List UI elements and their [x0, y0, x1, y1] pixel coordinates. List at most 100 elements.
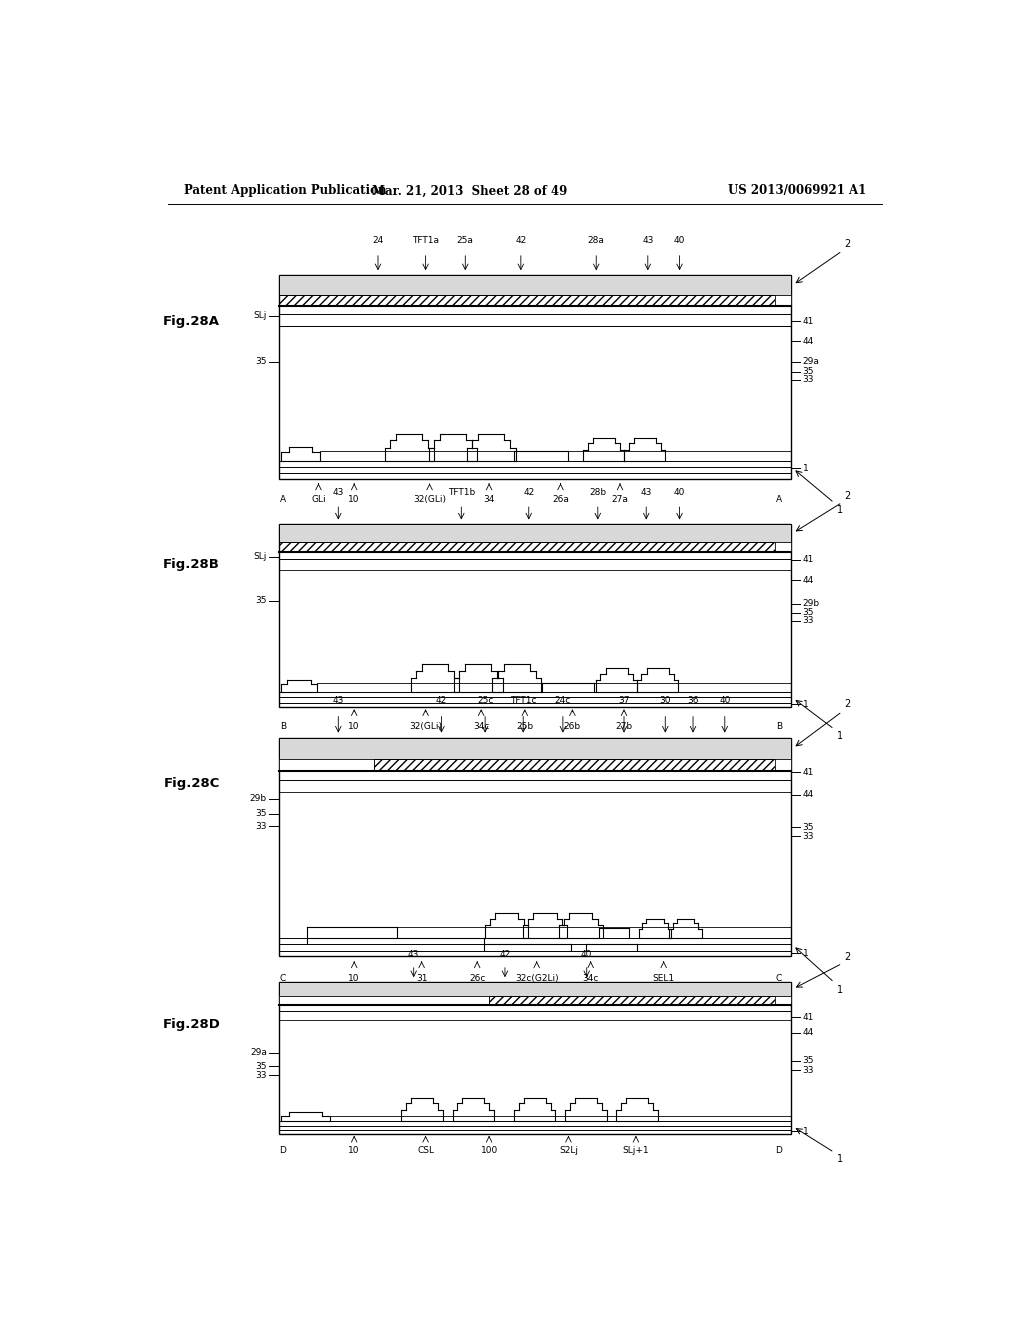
Text: 1: 1 [803, 949, 808, 958]
Text: 44: 44 [803, 791, 814, 799]
Bar [279, 541, 775, 552]
Text: 43: 43 [333, 696, 344, 705]
Text: 31: 31 [416, 974, 427, 983]
Text: SLj: SLj [254, 552, 267, 561]
Bar [775, 997, 791, 1005]
Text: A: A [280, 495, 286, 504]
Bar [279, 759, 374, 771]
Text: 1: 1 [837, 506, 843, 515]
Text: 34c: 34c [583, 974, 599, 983]
Bar [775, 759, 791, 771]
Text: 35: 35 [255, 809, 267, 818]
Text: 33: 33 [255, 1071, 267, 1080]
Text: Mar. 21, 2013  Sheet 28 of 49: Mar. 21, 2013 Sheet 28 of 49 [372, 185, 567, 198]
Text: 100: 100 [480, 1146, 498, 1155]
Text: US 2013/0069921 A1: US 2013/0069921 A1 [728, 185, 866, 198]
Text: 35: 35 [803, 609, 814, 618]
Text: 10: 10 [348, 495, 359, 504]
Bar [279, 276, 791, 294]
Text: 10: 10 [348, 722, 359, 731]
Text: 35: 35 [803, 822, 814, 832]
Bar [279, 982, 791, 1134]
Text: 44: 44 [803, 337, 814, 346]
Text: 32(GLi): 32(GLi) [410, 722, 442, 731]
Text: CSL: CSL [417, 1146, 434, 1155]
Text: 28b: 28b [589, 488, 606, 496]
Text: 26a: 26a [552, 495, 569, 504]
Text: 24c: 24c [555, 696, 571, 705]
Text: 40: 40 [674, 488, 685, 496]
Text: 1: 1 [803, 463, 808, 473]
Bar [374, 759, 775, 771]
Bar [279, 738, 791, 956]
Text: SLj: SLj [254, 312, 267, 321]
Text: D: D [280, 1146, 286, 1155]
Text: Fig.28C: Fig.28C [163, 777, 220, 789]
Text: 29a: 29a [250, 1048, 267, 1057]
Text: 43: 43 [333, 488, 344, 496]
Text: 35: 35 [255, 1061, 267, 1071]
Text: 35: 35 [255, 358, 267, 366]
Text: 2: 2 [845, 952, 851, 962]
Text: 29b: 29b [250, 795, 267, 804]
Bar [279, 738, 791, 759]
Text: 2: 2 [845, 491, 851, 500]
Text: 29b: 29b [803, 599, 819, 609]
Text: Fig.28B: Fig.28B [163, 558, 220, 572]
Text: 27b: 27b [615, 722, 633, 731]
Text: 32c(G2Li): 32c(G2Li) [515, 974, 558, 983]
Text: 43: 43 [642, 236, 653, 244]
Text: 26b: 26b [564, 722, 581, 731]
Text: Patent Application Publication: Patent Application Publication [183, 185, 386, 198]
Bar [279, 524, 791, 708]
Text: 40: 40 [674, 236, 685, 244]
Bar [775, 294, 791, 306]
Text: 35: 35 [803, 367, 814, 376]
Text: 32(GLi): 32(GLi) [413, 495, 446, 504]
Text: 42: 42 [436, 696, 447, 705]
Text: 1: 1 [837, 731, 843, 741]
Text: 1: 1 [803, 1126, 808, 1135]
Text: SLj+1: SLj+1 [623, 1146, 649, 1155]
Text: 40: 40 [719, 696, 730, 705]
Bar [279, 294, 775, 306]
Text: TFT1a: TFT1a [412, 236, 439, 244]
Text: 2: 2 [845, 700, 851, 709]
Text: 33: 33 [803, 832, 814, 841]
Text: 29a: 29a [803, 358, 819, 366]
Text: 10: 10 [348, 974, 359, 983]
Text: 33: 33 [803, 375, 814, 384]
Text: 41: 41 [803, 556, 814, 565]
Bar [279, 524, 791, 541]
Text: A: A [776, 495, 781, 504]
Text: 1: 1 [837, 1154, 843, 1164]
Text: D: D [775, 1146, 782, 1155]
Text: 43: 43 [408, 950, 420, 958]
Text: 33: 33 [803, 1065, 814, 1074]
Text: 43: 43 [641, 488, 652, 496]
Text: 26c: 26c [469, 974, 485, 983]
Text: 25a: 25a [457, 236, 474, 244]
Text: Fig.28A: Fig.28A [163, 314, 220, 327]
Text: GLi: GLi [311, 495, 326, 504]
Text: 34: 34 [483, 495, 495, 504]
Text: 2: 2 [845, 239, 851, 249]
Bar [279, 982, 791, 997]
Text: 34c: 34c [473, 722, 489, 731]
Text: S2Lj: S2Lj [559, 1146, 578, 1155]
Text: 28a: 28a [588, 236, 604, 244]
Text: B: B [776, 722, 781, 731]
Text: 10: 10 [348, 1146, 359, 1155]
Text: 37: 37 [618, 696, 630, 705]
Text: C: C [775, 974, 782, 983]
Text: 42: 42 [515, 236, 526, 244]
Text: 25b: 25b [516, 722, 534, 731]
Text: 25c: 25c [477, 696, 494, 705]
Text: C: C [280, 974, 286, 983]
Bar [775, 541, 791, 552]
Text: 24: 24 [373, 236, 384, 244]
Text: 44: 44 [803, 1028, 814, 1038]
Text: TFT1b: TFT1b [447, 488, 475, 496]
Text: 41: 41 [803, 317, 814, 326]
Text: 27a: 27a [611, 495, 629, 504]
